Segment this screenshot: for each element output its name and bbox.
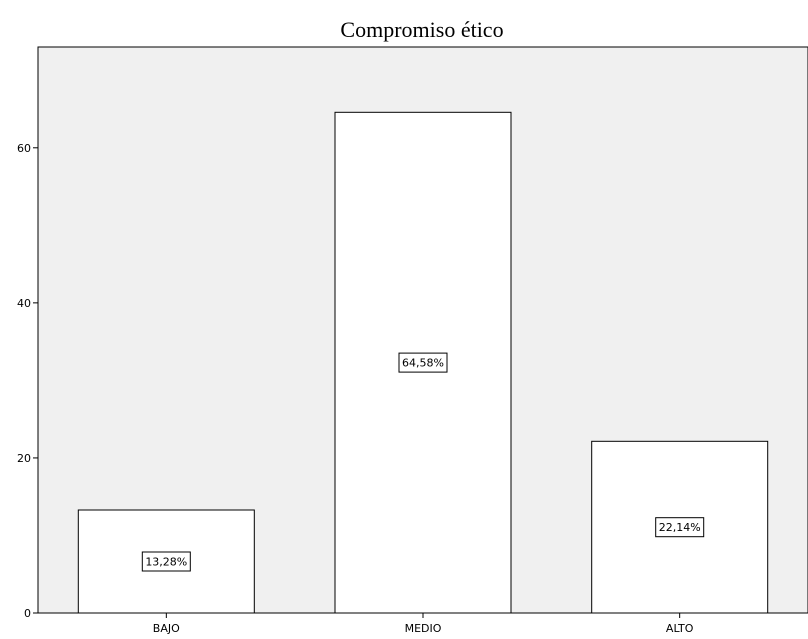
data-label-box-alto <box>655 517 705 538</box>
y-tick-label-0: 0 <box>24 607 31 620</box>
x-tick-label-medio: MEDIO <box>405 622 442 635</box>
data-label-bajo: 13,28% <box>145 556 187 569</box>
x-tick-label-bajo: BAJO <box>153 622 180 635</box>
y-tick-label-40: 40 <box>17 297 31 310</box>
chart-title: Compromiso ético <box>340 17 503 42</box>
x-tick-label-alto: ALTO <box>666 622 694 635</box>
y-tick-label-20: 20 <box>17 452 31 465</box>
data-label-medio: 64,58% <box>402 357 444 370</box>
y-tick-label-60: 60 <box>17 142 31 155</box>
data-label-alto: 22,14% <box>659 521 701 534</box>
bars-layer: 13,28% 64,58% 22,14% <box>77 111 769 614</box>
data-label-box-medio <box>398 352 448 373</box>
data-label-box-bajo <box>141 551 191 572</box>
axes-layer: BAJO MEDIO ALTO 0 20 40 60 <box>17 142 694 635</box>
